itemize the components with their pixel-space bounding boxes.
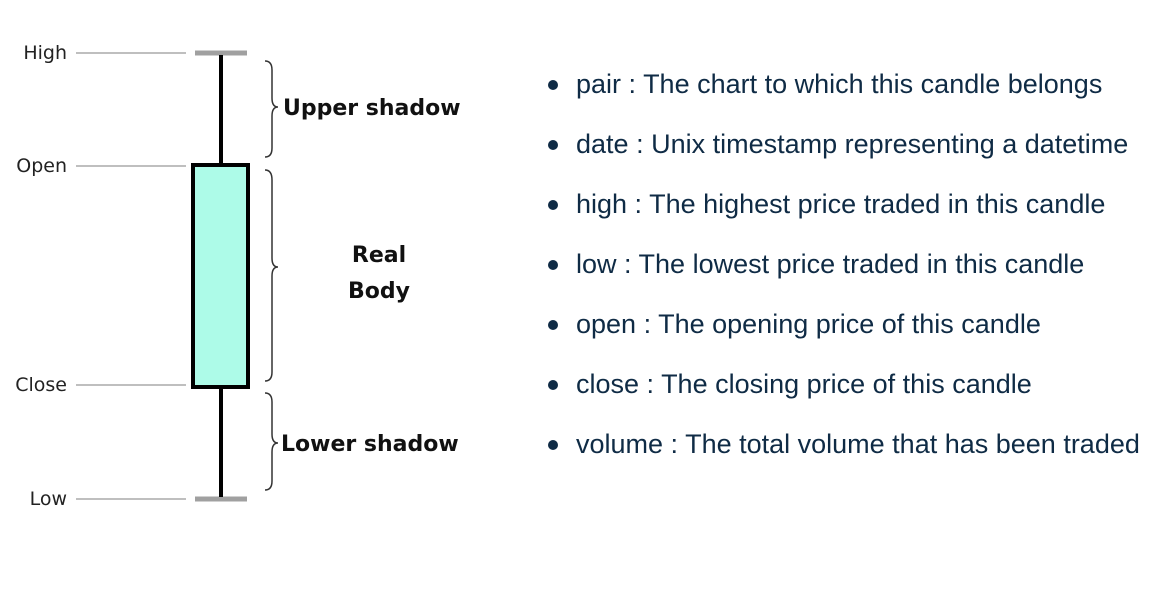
bullet-icon	[548, 260, 558, 270]
real-body-label-line2: Body	[348, 279, 410, 304]
bullet-icon	[548, 320, 558, 330]
field-item-pair: pair : The chart to which this candle be…	[546, 62, 1158, 122]
field-item-date: date : Unix timestamp representing a dat…	[546, 122, 1158, 182]
field-separator: :	[628, 129, 652, 159]
field-item-volume: volume : The total volume that has been …	[546, 422, 1158, 482]
field-separator: :	[627, 189, 650, 219]
field-separator: :	[616, 249, 639, 279]
real-body-brace	[264, 169, 279, 382]
field-separator: :	[636, 309, 659, 339]
bullet-icon	[548, 380, 558, 390]
field-description: The closing price of this candle	[661, 369, 1032, 399]
low-label: Low	[30, 488, 67, 510]
field-description: The chart to which this candle belongs	[643, 69, 1103, 99]
field-item-high: high : The highest price traded in this …	[546, 182, 1158, 242]
field-description: Unix timestamp representing a datetime	[651, 129, 1129, 159]
field-name: close	[576, 369, 640, 399]
close-label: Close	[15, 374, 67, 396]
field-name: open	[576, 309, 637, 339]
field-description: The highest price traded in this candle	[649, 189, 1106, 219]
field-name: pair	[576, 69, 622, 99]
field-name: volume	[576, 429, 664, 459]
bullet-icon	[548, 80, 558, 90]
field-description: The opening price of this candle	[658, 309, 1041, 339]
real-body-label-line1: Real	[352, 243, 406, 268]
bullet-icon	[548, 440, 558, 450]
field-name: high	[576, 189, 628, 219]
upper-shadow-brace	[264, 60, 279, 158]
high-label: High	[23, 42, 67, 64]
bullet-icon	[548, 140, 558, 150]
lower-shadow-label: Lower shadow	[281, 432, 459, 457]
real-body-rect	[191, 163, 250, 389]
field-item-open: open : The opening price of this candle	[546, 302, 1158, 362]
field-item-close: close : The closing price of this candle	[546, 362, 1158, 422]
candle-fields-list: pair : The chart to which this candle be…	[546, 62, 1158, 482]
field-name: date	[576, 129, 629, 159]
field-description: The lowest price traded in this candle	[638, 249, 1085, 279]
field-separator: :	[639, 369, 662, 399]
open-label: Open	[16, 155, 67, 177]
upper-shadow-label: Upper shadow	[283, 96, 461, 121]
field-description: The total volume that has been traded	[685, 429, 1140, 459]
field-name: low	[576, 249, 617, 279]
field-item-low: low : The lowest price traded in this ca…	[546, 242, 1158, 302]
lower-shadow-brace	[264, 392, 279, 491]
candlestick-diagram: High Open Close Low Upper shadow Real Bo…	[15, 42, 461, 510]
field-separator: :	[663, 429, 686, 459]
bullet-icon	[548, 200, 558, 210]
field-separator: :	[621, 69, 644, 99]
